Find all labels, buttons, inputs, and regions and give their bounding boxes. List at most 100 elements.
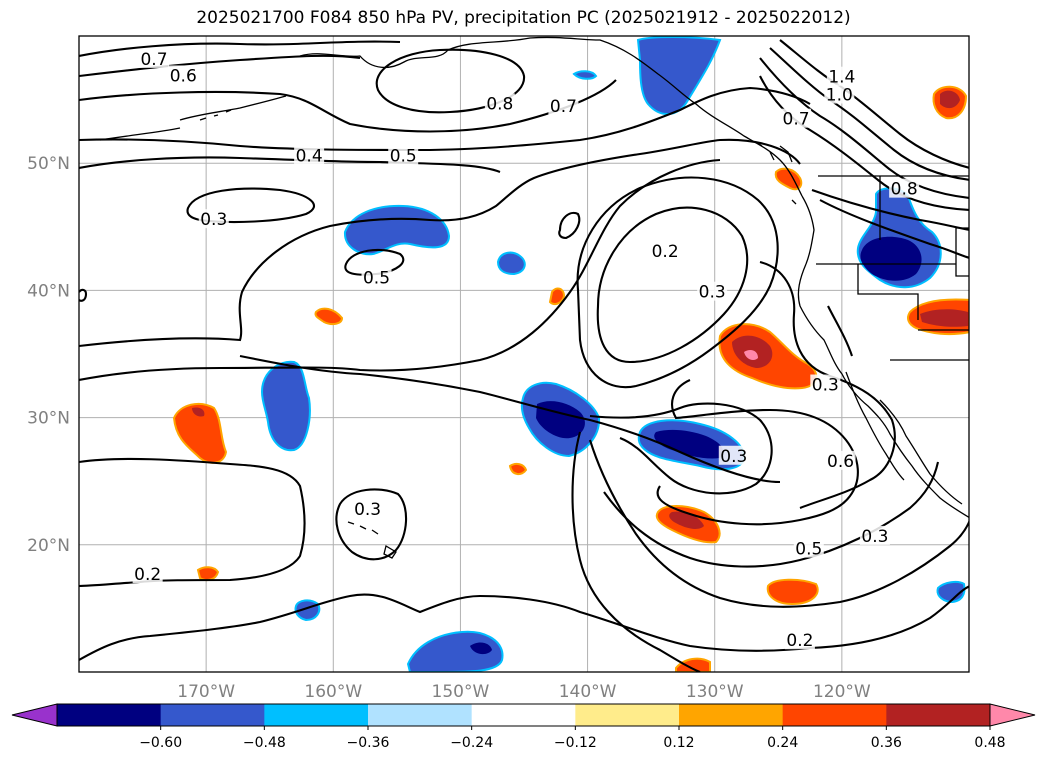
colorbar-swatch <box>575 704 680 726</box>
precip-blob-neg <box>343 204 451 256</box>
contour-label: 0.7 <box>548 95 579 117</box>
coastline-baja <box>845 371 905 481</box>
svg-text:0.3: 0.3 <box>720 447 747 467</box>
pv-contour-0.3 <box>335 488 408 561</box>
pv-contour-0.4 <box>79 156 501 173</box>
coastline-islands <box>755 141 797 205</box>
pv-contour-0.6 <box>819 199 969 259</box>
colorbar-extend-low <box>11 703 58 727</box>
precip-blob-pos <box>172 402 228 464</box>
coastline-alaska <box>179 95 287 121</box>
coastlines <box>99 36 969 559</box>
pv-contour-0.5 <box>239 354 781 484</box>
colorbar-tick-label: 0.12 <box>663 735 694 751</box>
colorbar-tick-label: 0.36 <box>871 735 902 751</box>
colorbar-swatch <box>368 704 473 726</box>
map-area: 0.70.60.8 0.71.41.00.70.4 0.50.80.30.20.50… <box>79 36 969 672</box>
lat-tick-label: 50°N <box>27 154 70 174</box>
svg-text:0.2: 0.2 <box>786 631 813 651</box>
svg-text:0.7: 0.7 <box>783 110 810 130</box>
contour-label: 0.4 <box>294 145 325 167</box>
precip-blob-neg <box>572 70 598 80</box>
colorbar-tick-label: −0.12 <box>554 735 597 751</box>
pv-contour-0.8 <box>375 48 526 114</box>
precip-peak-pos <box>744 350 758 360</box>
colorbar-swatch <box>679 704 784 726</box>
colorbar-tick-label: −0.48 <box>243 735 286 751</box>
lon-tick-label: 170°W <box>177 682 235 702</box>
pv-contour-0.5 <box>656 379 859 526</box>
pv-contour-0.8 <box>759 57 969 199</box>
hawaii-islands <box>347 521 397 559</box>
pv-contour-0.3 <box>589 402 773 495</box>
pv-contour-0.7 <box>79 79 617 133</box>
svg-text:1.4: 1.4 <box>828 68 855 88</box>
contour-label: 0.2 <box>650 240 681 262</box>
coastline-mexico <box>879 399 963 505</box>
colorbar-tick-label: −0.24 <box>450 735 493 751</box>
precip-core-pos <box>192 407 205 417</box>
coastline-us-west <box>797 263 969 519</box>
pv-contour-0.5 <box>79 86 811 152</box>
contour-label: 0.5 <box>361 267 392 289</box>
pv-contour-0.8 <box>811 189 969 231</box>
precip-core-neg <box>860 236 922 281</box>
svg-text:0.3: 0.3 <box>200 210 227 230</box>
pv-contour-0.2 <box>79 585 969 661</box>
pv-contour-0.6 <box>759 260 896 509</box>
map-frame <box>78 35 970 673</box>
pv-contour-1.0 <box>769 47 969 181</box>
contour-label: 0.3 <box>697 281 728 303</box>
state-border <box>816 175 969 361</box>
lon-tick-label: 140°W <box>559 682 617 702</box>
pv-contour-0.3 <box>186 187 315 224</box>
contour-label: 0.3 <box>198 209 229 230</box>
pv-contour-0.5 <box>79 138 801 348</box>
precip-core-neg <box>470 642 492 655</box>
precip-blob-neg <box>936 580 966 604</box>
colorbar-tick-label: −0.60 <box>139 735 182 751</box>
svg-text:0.6: 0.6 <box>170 66 197 86</box>
contour-label: 1.4 <box>826 66 857 88</box>
contour-label: 0.5 <box>388 145 419 167</box>
svg-text:0.5: 0.5 <box>390 147 417 167</box>
svg-text:0.7: 0.7 <box>550 97 577 117</box>
pv-contour-0.2 <box>558 211 581 240</box>
contour-label: 0.2 <box>784 630 815 651</box>
contour-label: 0.7 <box>781 108 812 130</box>
contour-label: 0.3 <box>859 525 890 547</box>
precip-core-pos <box>940 90 960 109</box>
axis-labels: 170°W 160°W 150°W 140°W 130°W 120°W 20°N 30°N 40… <box>27 154 871 702</box>
lon-tick-label: 150°W <box>432 682 490 702</box>
svg-text:0.3: 0.3 <box>699 283 726 303</box>
svg-text:0.7: 0.7 <box>140 50 167 70</box>
colorbar-tick-label: 0.24 <box>767 735 798 751</box>
colorbar-swatch <box>471 704 576 726</box>
svg-text:0.8: 0.8 <box>486 94 513 114</box>
svg-text:0.8: 0.8 <box>891 180 918 200</box>
pv-contour-0.7 <box>79 40 401 58</box>
pv-contour-0.5 <box>344 248 405 276</box>
pv-contour-1.4 <box>779 39 969 169</box>
contour-label: 0.7 <box>139 48 170 70</box>
pv-contour-0.4 <box>79 158 721 382</box>
contour-label: 0.5 <box>793 538 824 560</box>
colorbar-swatch <box>782 704 887 726</box>
svg-text:0.5: 0.5 <box>363 269 390 289</box>
precip-blob-pos <box>196 566 220 581</box>
lon-tick-label: 120°W <box>813 682 871 702</box>
svg-text:0.3: 0.3 <box>354 500 381 520</box>
precip-blob-pos <box>508 462 528 476</box>
precip-blob-neg <box>260 360 311 452</box>
lat-tick-label: 20°N <box>27 536 70 556</box>
contour-label: 0.2 <box>132 564 163 585</box>
colorbar-extend-high <box>989 703 1036 727</box>
pv-contour-0.2 <box>596 206 749 364</box>
contour-label: 0.6 <box>825 450 856 472</box>
colorbar-swatch <box>160 704 265 726</box>
lon-tick-label: 160°W <box>304 682 362 702</box>
svg-text:1.0: 1.0 <box>826 86 853 106</box>
colorbar-frame <box>56 703 991 727</box>
lat-tick-label: 40°N <box>27 281 70 301</box>
